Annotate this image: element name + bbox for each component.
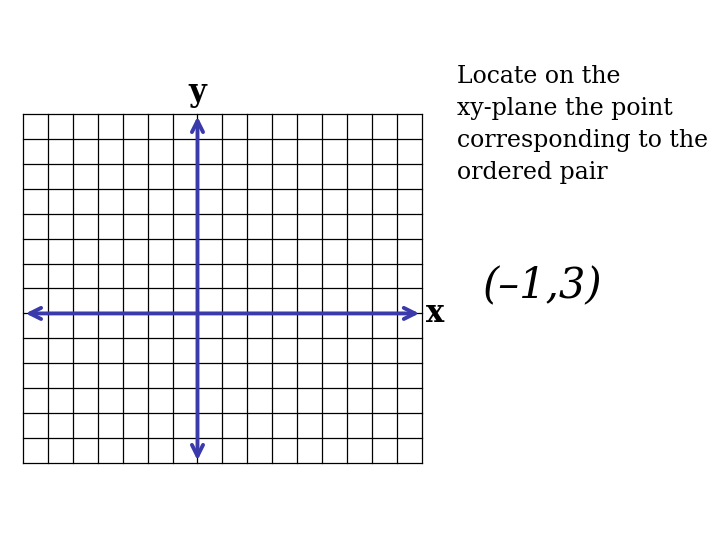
Text: (–1,3): (–1,3) — [482, 265, 602, 307]
Text: y: y — [189, 77, 207, 107]
Text: x: x — [426, 298, 444, 329]
Text: Locate on the
xy-plane the point
corresponding to the
ordered pair: Locate on the xy-plane the point corresp… — [457, 65, 708, 184]
